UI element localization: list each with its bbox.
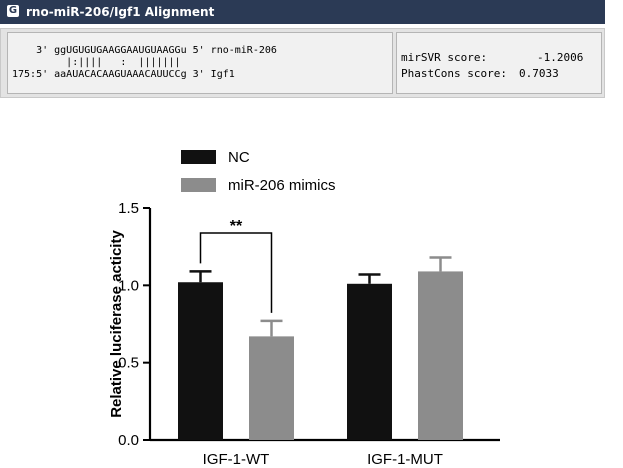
alignment-body: 3' ggUGUGUGAAGGAAUGUAAGGu 5' rno-miR-206… [0,28,605,98]
phastcons-score-label: PhastCons score: [401,67,507,80]
bar-nc [347,283,392,440]
legend-label-nc: NC [228,149,250,166]
match-line: |:|||| : ||||||| [12,57,181,68]
score-box: mirSVR score: -1.2006 PhastCons score: 0… [396,32,602,94]
target-sequence-line: 175:5' aaAUACACAAGUAAACAUUCCg 3' Igf1 [12,69,235,80]
bar-nc [178,282,223,440]
legend-swatch-nc [181,150,216,164]
y-tick-label: 0.5 [118,355,139,372]
alignment-box: 3' ggUGUGUGAAGGAAUGUAAGGu 5' rno-miR-206… [7,32,393,94]
window-title: rno-miR-206/Igf1 Alignment [26,5,215,19]
x-tick-label: IGF-1-MUT [367,451,443,468]
bar-mimics [249,336,294,440]
phastcons-score-value: 0.7033 [519,67,559,80]
legend-label-mimics: miR-206 mimics [228,177,336,194]
significance-label: ** [230,218,243,235]
mirna-sequence-line: 3' ggUGUGUGAAGGAAUGUAAGGu 5' rno-miR-206 [12,45,277,56]
mirsvr-score-label: mirSVR score: [401,51,488,64]
y-tick-label: 0.0 [118,432,139,449]
y-axis-label: Relative luciferase acticity [108,230,125,418]
mirsvr-score-value: -1.2006 [537,51,584,64]
y-tick-label: 1.0 [118,277,139,294]
x-tick-label: IGF-1-WT [203,451,270,468]
significance-bracket [199,232,273,313]
alignment-panel: G rno-miR-206/Igf1 Alignment 3' ggUGUGUG… [0,0,605,100]
legend-swatch-mimics [181,178,216,192]
y-tick-label: 1.5 [118,200,139,217]
app-icon: G [7,5,19,17]
bar-mimics [418,271,463,440]
window-titlebar: G rno-miR-206/Igf1 Alignment [0,0,605,24]
